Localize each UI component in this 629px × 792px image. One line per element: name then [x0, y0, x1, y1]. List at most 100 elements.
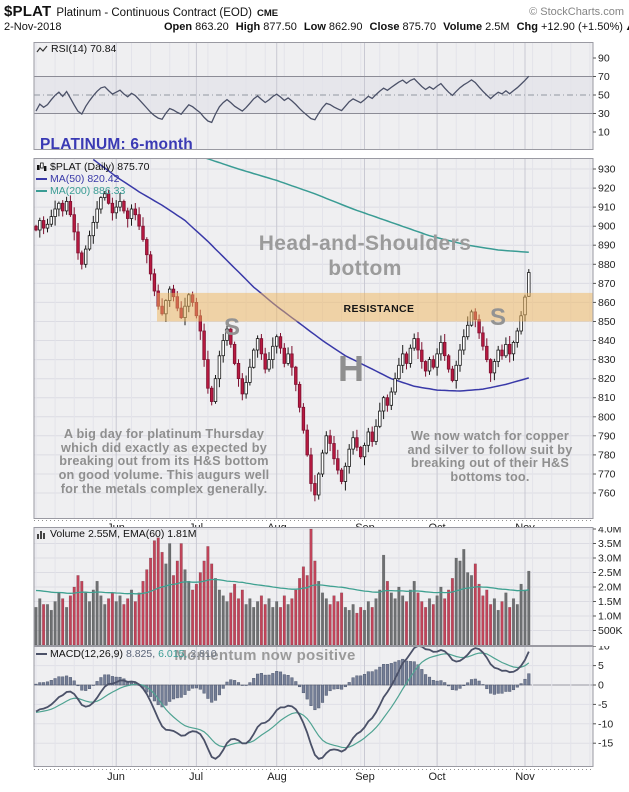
quote-label: Chg: [516, 21, 538, 33]
svg-text:920: 920: [598, 183, 616, 195]
chart-title: PLATINUM: 6-month: [40, 136, 193, 153]
quote-label: High: [235, 21, 261, 33]
svg-text:930: 930: [598, 164, 616, 176]
svg-text:3.0M: 3.0M: [598, 553, 621, 565]
svg-text:870: 870: [598, 278, 616, 290]
quote-value: 863.20: [195, 21, 229, 33]
bar-chart-icon: [37, 530, 45, 539]
svg-text:50: 50: [598, 90, 610, 102]
svg-text:-15: -15: [598, 738, 613, 750]
svg-text:5: 5: [598, 660, 604, 672]
quote-value: 2.5M: [485, 21, 510, 33]
ma50-line-icon: [36, 178, 47, 180]
svg-text:810: 810: [598, 392, 616, 404]
svg-text:-10: -10: [598, 718, 613, 730]
svg-text:830: 830: [598, 354, 616, 366]
ma200-line-icon: [36, 190, 47, 192]
legend-row-price: $PLAT (Daily) 875.70: [36, 161, 149, 173]
month-label-aug: Aug: [267, 771, 287, 783]
volume-panel: 4.0M 3.5M 3.0M 2.5M 2.0M 1.5M 1.0M 500K: [0, 527, 629, 646]
macd-legend-text: MACD(12,26,9): [50, 648, 123, 660]
svg-text:850: 850: [598, 316, 616, 328]
quote-value: 875.70: [402, 21, 437, 33]
svg-text:900: 900: [598, 221, 616, 233]
legend-row-ma50: MA(50) 820.42: [36, 173, 149, 185]
macd-signal-value: 6.015,: [158, 648, 188, 660]
momentum-annotation: Momentum now positive: [174, 647, 356, 664]
instrument-name: Platinum - Continuous Contract (EOD): [56, 7, 252, 19]
svg-text:910: 910: [598, 202, 616, 214]
quote-label: Volume: [443, 21, 483, 33]
quote-label: Low: [303, 21, 326, 33]
svg-text:70: 70: [598, 71, 610, 83]
ticker-symbol: $PLAT: [4, 3, 52, 20]
quote-date: 2-Nov-2018: [4, 21, 62, 33]
month-label-oct: Oct: [428, 771, 446, 783]
svg-text:760: 760: [598, 488, 616, 500]
legend-ma50-text: MA(50) 820.42: [50, 173, 120, 185]
resistance-annotation: RESISTANCE: [343, 303, 415, 315]
price-panel: 930 920 910 900 890 880 870 860 850 840 830 820 810 8…: [0, 158, 629, 519]
quote-label: Close: [369, 21, 400, 33]
commentary-note-right: We now watch for copper and silver to fo…: [407, 429, 573, 485]
month-label-nov: Nov: [515, 771, 535, 783]
exchange-label: CME: [256, 8, 279, 19]
svg-text:860: 860: [598, 297, 616, 309]
macd-panel: 10 5 0 -5 -10 -15: [0, 646, 629, 767]
svg-text:840: 840: [598, 335, 616, 347]
svg-text:3.5M: 3.5M: [598, 538, 621, 550]
volume-legend: Volume 2.55M, EMA(60) 1.81M: [36, 528, 196, 540]
svg-text:4.0M: 4.0M: [598, 527, 621, 536]
svg-text:0: 0: [598, 680, 604, 692]
copyright: © StockCharts.com: [529, 6, 624, 18]
price-legend: $PLAT (Daily) 875.70 MA(50) 820.42 MA(20…: [36, 161, 149, 197]
left-shoulder-annotation: S: [224, 314, 241, 341]
month-label-sep: Sep: [355, 771, 375, 783]
commentary-note-left: A big day for platinum Thursday which di…: [58, 427, 270, 496]
macd-legend: MACD(12,26,9) 8.825, 6.015, 2.810: [36, 648, 217, 660]
month-label-jul: Jul: [188, 771, 204, 783]
quote-value: 862.90: [328, 21, 363, 33]
svg-text:1.5M: 1.5M: [598, 596, 621, 608]
svg-text:90: 90: [598, 53, 610, 65]
x-axis-months-macd: Jun Jul Aug Sep Oct Nov: [0, 768, 629, 784]
right-shoulder-annotation: S: [490, 304, 507, 331]
svg-text:780: 780: [598, 449, 616, 461]
quote-value: 877.50: [263, 21, 297, 33]
rsi-legend: RSI(14) 70.84: [36, 43, 116, 55]
svg-text:2.5M: 2.5M: [598, 567, 621, 579]
macd-line-icon: [36, 653, 47, 655]
svg-text:10: 10: [598, 127, 610, 139]
line-chart-icon: [36, 45, 48, 52]
svg-text:1.0M: 1.0M: [598, 611, 621, 623]
month-label-jun: Jun: [107, 771, 125, 783]
head-and-shoulders-annotation: Head-and-Shoulders bottom: [258, 232, 472, 280]
candlestick-icon: [37, 162, 47, 171]
quote-row: Open 863.20 High 877.50 Low 862.90 Close 875.70…: [157, 21, 623, 33]
svg-text:790: 790: [598, 430, 616, 442]
change-up-arrow-icon: ▲: [625, 22, 629, 32]
svg-text:30: 30: [598, 108, 610, 120]
quote-value: +12.90 (+1.50%): [540, 21, 623, 33]
legend-ma200-text: MA(200) 886.33: [50, 185, 126, 197]
svg-text:770: 770: [598, 469, 616, 481]
svg-text:800: 800: [598, 411, 616, 423]
macd-hist-value: 2.810: [190, 648, 217, 660]
quote-line: 2-Nov-2018 Open 863.20 High 877.50 Low 862.90 C…: [4, 21, 629, 33]
rsi-legend-text: RSI(14) 70.84: [51, 43, 117, 55]
svg-text:500K: 500K: [598, 625, 623, 637]
chart-header: $PLAT Platinum - Continuous Contract (EO…: [4, 3, 278, 20]
macd-value: 8.825,: [125, 648, 156, 660]
rsi-panel: 90 70 50 30 10: [0, 42, 629, 152]
head-annotation: H: [338, 348, 364, 389]
quote-label: Open: [164, 21, 193, 33]
legend-price-text: $PLAT (Daily) 875.70: [50, 161, 150, 173]
svg-text:880: 880: [598, 259, 616, 271]
volume-legend-text: Volume 2.55M, EMA(60) 1.81M: [50, 528, 197, 540]
legend-row-ma200: MA(200) 886.33: [36, 185, 149, 197]
svg-text:-5: -5: [598, 699, 607, 711]
svg-text:2.0M: 2.0M: [598, 582, 621, 594]
svg-text:820: 820: [598, 373, 616, 385]
svg-text:890: 890: [598, 240, 616, 252]
